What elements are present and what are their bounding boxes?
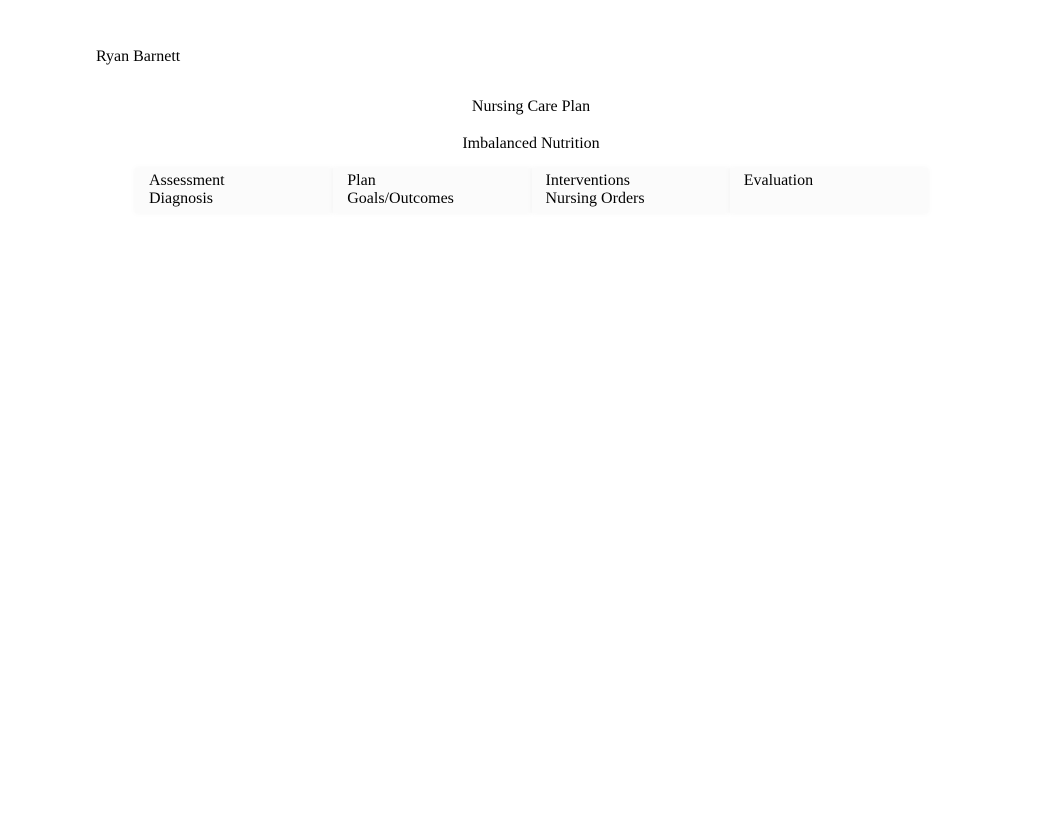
author-name: Ryan Barnett <box>96 48 180 66</box>
page-title: Nursing Care Plan <box>0 98 1062 116</box>
header-line-1: Interventions <box>546 172 716 190</box>
header-line-2: Diagnosis <box>149 190 319 208</box>
column-header-assessment: Assessment Diagnosis <box>135 168 333 213</box>
column-header-evaluation: Evaluation <box>730 168 928 213</box>
care-plan-table-container: Assessment Diagnosis Plan Goals/Outcomes… <box>135 168 928 213</box>
care-plan-table: Assessment Diagnosis Plan Goals/Outcomes… <box>135 168 928 213</box>
page-subtitle: Imbalanced Nutrition <box>0 135 1062 153</box>
header-line-1: Evaluation <box>744 172 914 190</box>
header-line-1: Plan <box>347 172 517 190</box>
column-header-plan: Plan Goals/Outcomes <box>333 168 531 213</box>
header-line-2: Goals/Outcomes <box>347 190 517 208</box>
header-line-1: Assessment <box>149 172 319 190</box>
header-line-2: Nursing Orders <box>546 190 716 208</box>
column-header-interventions: Interventions Nursing Orders <box>532 168 730 213</box>
table-header-row: Assessment Diagnosis Plan Goals/Outcomes… <box>135 168 928 213</box>
